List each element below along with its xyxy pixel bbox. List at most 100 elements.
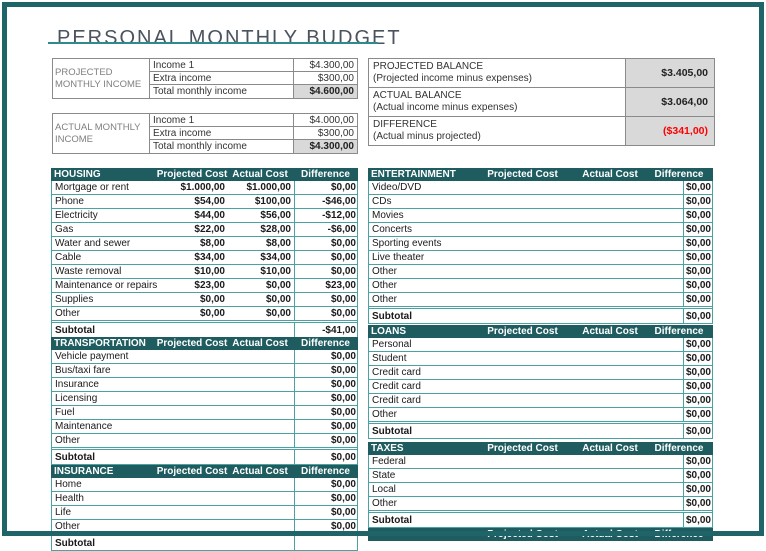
projected-cost-cell[interactable]	[158, 478, 228, 491]
row-label-cell[interactable]: Other	[372, 409, 398, 420]
projected-cost-cell[interactable]: $34,00	[194, 252, 225, 263]
actual-cost-cell[interactable]	[576, 251, 683, 264]
projected-cost-cell[interactable]	[471, 408, 576, 421]
subtotal-label-cell[interactable]: Subtotal	[55, 324, 95, 336]
difference-cell[interactable]: $0,00	[683, 309, 714, 323]
actual-cost-cell[interactable]	[228, 323, 294, 337]
actual-cost-cell[interactable]	[228, 420, 294, 433]
subtotal-label-cell[interactable]: Subtotal	[55, 537, 95, 549]
actual-cost-cell[interactable]	[576, 455, 683, 468]
actual-cost-cell[interactable]: $56,00	[260, 210, 291, 221]
projected-cost-cell[interactable]	[158, 420, 228, 433]
row-label-cell[interactable]: Licensing	[55, 393, 98, 404]
actual-cost-cell[interactable]	[228, 434, 294, 447]
income-total-label-cell[interactable]: Total monthly income	[150, 140, 294, 153]
difference-cell[interactable]: -$6,00	[294, 223, 359, 236]
projected-cost-cell[interactable]	[471, 497, 576, 510]
projected-cost-cell[interactable]	[471, 309, 576, 323]
difference-cell[interactable]: $0,00	[683, 279, 714, 292]
row-label-cell[interactable]: Credit card	[372, 381, 421, 392]
difference-cell[interactable]	[294, 536, 359, 550]
projected-cost-cell[interactable]	[471, 251, 576, 264]
row-label-cell[interactable]: Local	[372, 484, 396, 495]
actual-cost-cell[interactable]	[576, 223, 683, 236]
difference-cell[interactable]: $0,00	[294, 506, 359, 519]
row-label-cell[interactable]: Home	[55, 479, 82, 490]
actual-cost-cell[interactable]	[576, 181, 683, 194]
projected-cost-cell[interactable]	[471, 209, 576, 222]
projected-cost-cell[interactable]	[158, 350, 228, 363]
difference-cell[interactable]: $0,00	[294, 520, 359, 533]
projected-cost-cell[interactable]	[471, 223, 576, 236]
actual-cost-cell[interactable]	[576, 265, 683, 278]
projected-cost-cell[interactable]	[471, 279, 576, 292]
income-total-value-cell[interactable]: $4.600,00	[294, 85, 357, 98]
projected-cost-cell[interactable]	[471, 293, 576, 306]
actual-cost-cell[interactable]: $0,00	[265, 308, 291, 319]
projected-cost-cell[interactable]: $8,00	[199, 238, 225, 249]
projected-cost-cell[interactable]	[471, 366, 576, 379]
difference-cell[interactable]: $0,00	[683, 408, 714, 421]
actual-cost-cell[interactable]	[576, 483, 683, 496]
projected-cost-cell[interactable]	[471, 237, 576, 250]
actual-cost-cell[interactable]	[576, 408, 683, 421]
difference-cell[interactable]: $0,00	[683, 455, 714, 468]
row-label-cell[interactable]: Federal	[372, 456, 406, 467]
row-label-cell[interactable]: Other	[55, 308, 81, 319]
income-value-cell[interactable]: $300,00	[294, 72, 357, 85]
projected-cost-cell[interactable]	[158, 450, 228, 464]
row-label-cell[interactable]: Waste removal	[55, 266, 122, 277]
difference-cell[interactable]: $0,00	[683, 223, 714, 236]
row-label-cell[interactable]: Sporting events	[372, 238, 442, 249]
row-label-cell[interactable]: Maintenance or repairs	[55, 280, 158, 291]
difference-cell[interactable]: $0,00	[294, 406, 359, 419]
subtotal-label-cell[interactable]: Subtotal	[372, 425, 412, 437]
projected-balance-value[interactable]: $3.405,00	[626, 59, 714, 87]
actual-cost-cell[interactable]	[228, 364, 294, 377]
row-label-cell[interactable]: Maintenance	[55, 421, 113, 432]
actual-cost-cell[interactable]	[576, 366, 683, 379]
difference-cell[interactable]: -$12,00	[294, 209, 359, 222]
difference-cell[interactable]: $0,00	[294, 492, 359, 505]
actual-cost-cell[interactable]	[228, 350, 294, 363]
row-label-cell[interactable]: Video/DVD	[372, 182, 422, 193]
actual-cost-cell[interactable]: $34,00	[260, 252, 291, 263]
actual-balance-value[interactable]: $3.064,00	[626, 88, 714, 116]
difference-cell[interactable]: $0,00	[683, 237, 714, 250]
row-label-cell[interactable]: Phone	[55, 196, 84, 207]
difference-cell[interactable]: $0,00	[683, 251, 714, 264]
projected-cost-cell[interactable]	[158, 406, 228, 419]
row-label-cell[interactable]: Water and sewer	[55, 238, 131, 249]
actual-cost-cell[interactable]: $0,00	[265, 280, 291, 291]
projected-cost-cell[interactable]	[158, 520, 228, 533]
row-label-cell[interactable]: Insurance	[55, 379, 99, 390]
actual-cost-cell[interactable]	[576, 497, 683, 510]
actual-cost-cell[interactable]	[576, 394, 683, 407]
difference-cell[interactable]: $0,00	[683, 424, 714, 438]
difference-cell[interactable]: $0,00	[294, 450, 359, 464]
actual-cost-cell[interactable]	[576, 338, 683, 351]
projected-cost-cell[interactable]	[158, 434, 228, 447]
actual-cost-cell[interactable]	[228, 378, 294, 391]
difference-cell[interactable]: $0,00	[294, 251, 359, 264]
actual-cost-cell[interactable]: $0,00	[265, 294, 291, 305]
projected-cost-cell[interactable]: $54,00	[194, 196, 225, 207]
projected-cost-cell[interactable]: $0,00	[199, 294, 225, 305]
projected-cost-cell[interactable]	[158, 323, 228, 337]
projected-cost-cell[interactable]: $44,00	[194, 210, 225, 221]
row-label-cell[interactable]: Personal	[372, 339, 412, 350]
row-label-cell[interactable]: Other	[372, 498, 398, 509]
row-label-cell[interactable]: Live theater	[372, 252, 425, 263]
row-label-cell[interactable]: Concerts	[372, 224, 413, 235]
projected-cost-cell[interactable]	[471, 352, 576, 365]
difference-cell[interactable]: $0,00	[683, 181, 714, 194]
projected-cost-cell[interactable]: $23,00	[194, 280, 225, 291]
income-item-cell[interactable]: Extra income	[150, 72, 294, 85]
difference-cell[interactable]: -$41,00	[294, 323, 359, 337]
actual-cost-cell[interactable]	[576, 352, 683, 365]
difference-cell[interactable]: $0,00	[294, 307, 359, 320]
actual-cost-cell[interactable]	[576, 209, 683, 222]
row-label-cell[interactable]: Other	[55, 435, 81, 446]
row-label-cell[interactable]: Life	[55, 507, 72, 518]
projected-cost-cell[interactable]	[471, 483, 576, 496]
